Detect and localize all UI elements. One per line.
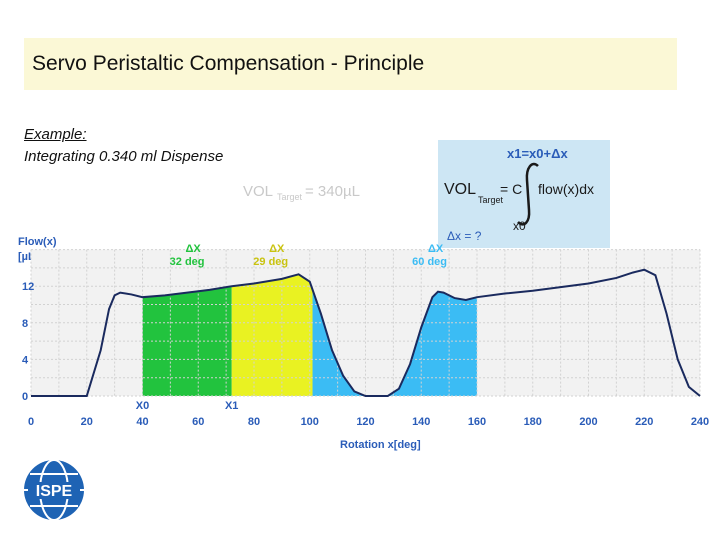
x-tick-20: 20	[81, 416, 93, 428]
formula-box: x1=x0+Δx VOL Target = C flow(x)dx x0 Δx …	[438, 140, 610, 248]
x-axis-label: Rotation x[deg]	[340, 439, 421, 451]
x-tick-80: 80	[248, 416, 260, 428]
y-axis-label-line1: Flow(x)	[18, 236, 57, 248]
x-tick-140: 140	[412, 416, 430, 428]
example-text: Integrating 0.340 ml Dispense	[24, 148, 224, 165]
x-tick-240: 240	[691, 416, 709, 428]
example-block: Example: Integrating 0.340 ml Dispense	[24, 124, 223, 168]
ispe-logo: ISPE	[24, 459, 84, 521]
y-tick-8: 8	[22, 318, 28, 330]
formula-equals: = C	[500, 181, 522, 197]
formula-lhs: VOL	[444, 181, 476, 198]
x-tick-220: 220	[635, 416, 653, 428]
slide-title: Servo Peristaltic Compensation - Princip…	[32, 52, 425, 75]
formula-lower-limit: x0	[513, 219, 526, 233]
delta-symbol-2: ΔX	[428, 243, 444, 255]
target-vol-main: VOL	[243, 183, 273, 200]
integral-sign	[517, 162, 539, 226]
formula-integrand: flow(x)dx	[538, 181, 594, 197]
x-tick-0: 0	[28, 416, 34, 428]
title-bar: Servo Peristaltic Compensation - Princip…	[24, 38, 677, 90]
example-heading: Example:	[24, 126, 87, 143]
logo-text: ISPE	[36, 483, 73, 500]
region-blue-3	[387, 291, 477, 396]
x-tick-100: 100	[301, 416, 319, 428]
x-tick-60: 60	[192, 416, 204, 428]
flow-curve	[31, 268, 701, 397]
x-tick-40: 40	[136, 416, 148, 428]
x-tick-200: 200	[579, 416, 597, 428]
y-tick-0: 0	[22, 391, 28, 403]
delta-value-2: 60 deg	[412, 256, 447, 268]
delta-value-1: 29 deg	[253, 256, 288, 268]
y-tick-4: 4	[22, 354, 29, 366]
region-blue-2	[312, 289, 366, 396]
x-tick-180: 180	[524, 416, 542, 428]
x-tick-120: 120	[356, 416, 374, 428]
marker-x1: X1	[225, 400, 238, 412]
delta-symbol-0: ΔX	[185, 243, 201, 255]
target-volume-label: VOL Target = 340µL	[243, 183, 360, 202]
target-vol-value: = 340µL	[305, 183, 360, 200]
x-tick-160: 160	[468, 416, 486, 428]
delta-value-0: 32 deg	[170, 256, 205, 268]
target-vol-sub: Target	[277, 192, 303, 202]
y-tick-12: 12	[22, 281, 34, 293]
formula-background	[438, 140, 610, 248]
marker-x0: X0	[136, 400, 149, 412]
formula-upper-limit: x1=x0+Δx	[507, 146, 568, 161]
formula-question: Δx = ?	[447, 229, 482, 243]
delta-symbol-1: ΔX	[269, 243, 285, 255]
formula-lhs-sub: Target	[478, 195, 504, 205]
